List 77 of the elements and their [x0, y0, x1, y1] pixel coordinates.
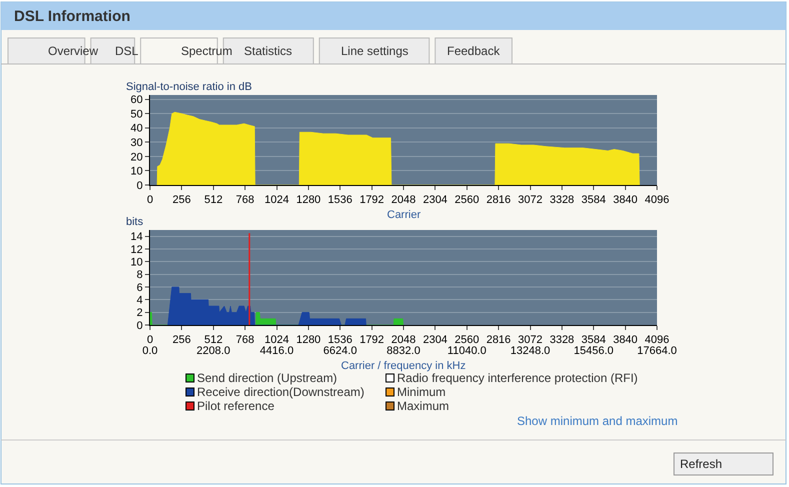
x-tick-label: 512: [204, 334, 223, 346]
x-tick-label: 3584: [581, 194, 606, 206]
x-tick-label: 3840: [613, 334, 638, 346]
x-tick-label: 0: [146, 194, 154, 206]
x-tick-label: 3328: [550, 334, 574, 346]
x-tick-label: 2048: [391, 334, 416, 346]
x2-tick-label: 8832.0: [386, 345, 420, 357]
x-tick-label: 4096: [644, 194, 670, 206]
x-tick-label: 3328: [550, 194, 574, 206]
x2-tick-label: 11040.0: [447, 345, 486, 357]
x-tick-label: 1024: [264, 194, 289, 206]
text: Statistics: [244, 44, 292, 58]
x-tick-label: 768: [236, 194, 254, 206]
legend-label: Receive direction(Downstream): [197, 385, 364, 399]
x-tick-label: 3072: [518, 194, 542, 206]
x2-tick-label: 13248.0: [510, 345, 550, 357]
x2-tick-label: 17664.0: [637, 345, 677, 357]
x-tick-label: 512: [204, 194, 223, 206]
y-tick-label: 40: [130, 122, 143, 135]
x2-tick-label: 4416.0: [260, 345, 294, 357]
y-tick-label: 10: [130, 166, 143, 178]
y-axis-title: bits: [126, 216, 144, 228]
x-tick-label: 1024: [264, 334, 289, 346]
y-tick-label: 6: [136, 282, 143, 294]
y-tick-label: 50: [130, 108, 143, 120]
y-tick-label: 20: [130, 151, 143, 164]
x-tick-label: 2304: [422, 334, 448, 346]
x-tick-label: 256: [172, 334, 191, 346]
y-tick-label: 0: [136, 320, 143, 332]
legend-label: Minimum: [397, 385, 446, 399]
text: Spectrum: [181, 44, 232, 58]
x2-tick-label: 6624.0: [323, 345, 357, 357]
x-tick-label: 2304: [422, 194, 448, 206]
x-tick-label: 0: [146, 334, 154, 346]
y-tick-label: 30: [130, 136, 143, 149]
x-tick-label: 4096: [644, 334, 670, 346]
x-tick-label: 2816: [486, 334, 511, 346]
y-axis-title: Signal-to-noise ratio in dB: [126, 81, 252, 93]
x-axis-title: Carrier / frequency in kHz: [341, 360, 466, 372]
text: DSL Information: [14, 8, 130, 25]
text: DSL: [115, 44, 139, 58]
x-tick-label: 1536: [328, 334, 352, 346]
x-tick-label: 2816: [486, 194, 511, 206]
y-tick-label: 2: [136, 307, 143, 320]
legend-label: Pilot reference: [197, 399, 275, 413]
text: Overview: [48, 44, 98, 58]
y-tick-label: 12: [130, 244, 143, 256]
x-tick-label: 1536: [328, 194, 352, 206]
x-tick-label: 1280: [296, 194, 321, 206]
x-tick-label: 1792: [360, 194, 384, 206]
legend-label: Maximum: [397, 399, 450, 413]
y-tick-label: 4: [136, 294, 143, 307]
text: Feedback: [447, 44, 501, 58]
y-tick-label: 14: [130, 231, 143, 244]
x-tick-label: 1280: [296, 334, 321, 346]
text: Refresh: [680, 457, 722, 471]
x2-tick-label: 0.0: [142, 345, 158, 357]
x-tick-label: 3072: [518, 334, 542, 346]
text: Show minimum and maximum: [517, 414, 678, 428]
x2-tick-label: 15456.0: [574, 345, 614, 357]
legend-label: Radio frequency interference protection (RFI): [397, 371, 638, 385]
y-tick-label: 10: [130, 256, 143, 269]
x-tick-label: 256: [172, 194, 191, 206]
legend-label: Send direction (Upstream): [197, 371, 338, 385]
x2-tick-label: 2208.0: [196, 345, 230, 357]
x-tick-label: 2048: [391, 194, 416, 206]
x-tick-label: 768: [236, 334, 254, 346]
x-tick-label: 2560: [454, 194, 480, 206]
x-tick-label: 3840: [613, 194, 638, 206]
text: Line settings: [341, 44, 408, 58]
x-axis-title: Carrier: [387, 209, 421, 221]
y-tick-label: 0: [136, 180, 143, 192]
x-tick-label: 2560: [454, 334, 480, 346]
y-tick-label: 8: [136, 269, 143, 282]
x-tick-label: 3584: [581, 334, 606, 346]
y-tick-label: 60: [130, 94, 143, 106]
x-tick-label: 1792: [360, 334, 384, 346]
